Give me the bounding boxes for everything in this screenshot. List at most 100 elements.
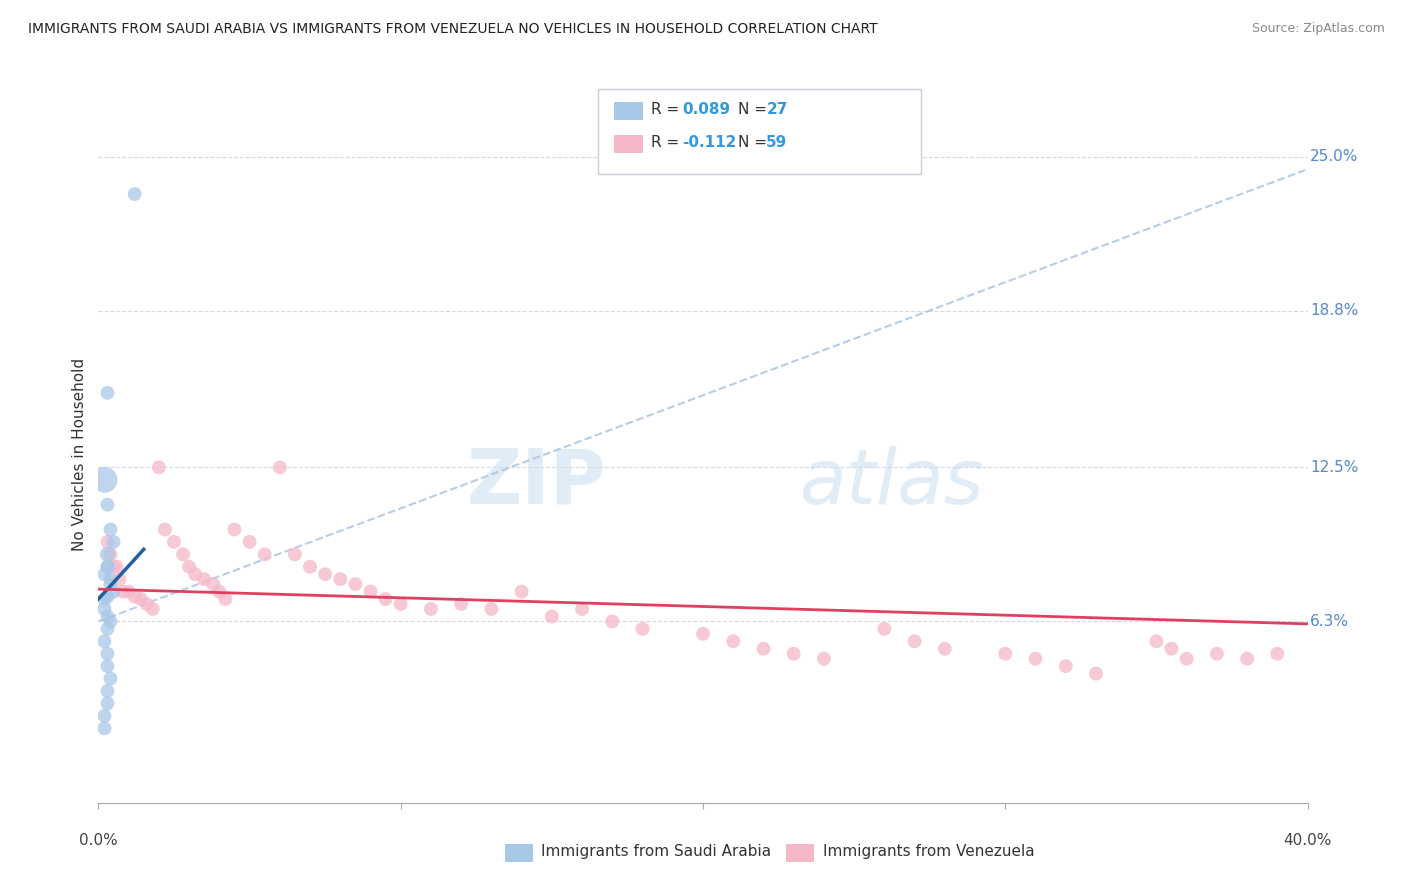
Point [782, 647, 804, 661]
Point [631, 622, 654, 636]
Point [103, 534, 125, 549]
Text: -0.112: -0.112 [682, 136, 737, 150]
Point [1085, 666, 1108, 681]
Point [96, 684, 118, 698]
Text: atlas: atlas [800, 446, 984, 520]
Point [124, 590, 146, 604]
Point [96, 590, 118, 604]
Point [994, 647, 1017, 661]
Point [1265, 647, 1288, 661]
Point [873, 622, 896, 636]
Point [193, 572, 215, 586]
Point [93, 634, 115, 648]
Point [934, 641, 956, 656]
Point [96, 534, 118, 549]
Point [1175, 651, 1198, 665]
Point [253, 547, 276, 561]
Point [177, 559, 201, 574]
Point [100, 572, 122, 586]
Point [135, 597, 157, 611]
Point [419, 602, 441, 616]
Text: 0.089: 0.089 [682, 103, 730, 117]
Point [100, 615, 122, 629]
Text: 40.0%: 40.0% [1284, 832, 1331, 847]
Point [93, 721, 115, 735]
Point [93, 602, 115, 616]
Point [239, 534, 262, 549]
Point [208, 584, 231, 599]
Point [284, 547, 307, 561]
Y-axis label: No Vehicles in Household: No Vehicles in Household [72, 359, 87, 551]
Point [314, 567, 336, 582]
Point [124, 187, 146, 202]
Point [540, 609, 562, 624]
Point [163, 534, 186, 549]
Point [813, 651, 835, 665]
Point [93, 592, 115, 607]
Point [1160, 641, 1182, 656]
Point [1054, 659, 1077, 673]
Point [202, 577, 225, 591]
Point [329, 572, 352, 586]
Point [752, 641, 775, 656]
Text: R =: R = [651, 136, 685, 150]
Point [96, 559, 118, 574]
Point [100, 547, 122, 561]
Point [344, 577, 367, 591]
Point [481, 602, 503, 616]
Point [105, 559, 128, 574]
Point [172, 547, 194, 561]
Point [100, 577, 122, 591]
Text: 12.5%: 12.5% [1310, 460, 1358, 475]
Point [269, 460, 291, 475]
Point [96, 498, 118, 512]
Point [1144, 634, 1167, 648]
Text: 25.0%: 25.0% [1310, 149, 1358, 164]
Point [96, 385, 118, 400]
Point [142, 602, 165, 616]
Point [692, 627, 714, 641]
Point [153, 523, 176, 537]
Point [299, 559, 322, 574]
Point [184, 567, 207, 582]
Point [100, 523, 122, 537]
Point [96, 622, 118, 636]
Point [108, 572, 131, 586]
Point [374, 592, 396, 607]
Point [96, 647, 118, 661]
Point [96, 609, 118, 624]
Point [93, 473, 115, 487]
Text: 0.0%: 0.0% [79, 832, 118, 847]
Point [389, 597, 412, 611]
Point [148, 460, 170, 475]
Point [103, 584, 125, 599]
Point [96, 559, 118, 574]
Text: 27: 27 [766, 103, 787, 117]
Point [96, 659, 118, 673]
Text: N =: N = [738, 136, 772, 150]
Text: 6.3%: 6.3% [1310, 614, 1348, 629]
Text: N =: N = [738, 103, 772, 117]
Point [224, 523, 246, 537]
Point [129, 592, 152, 607]
Point [93, 708, 115, 723]
Point [96, 697, 118, 711]
Point [510, 584, 533, 599]
Point [111, 584, 134, 599]
Text: ZIP: ZIP [467, 446, 606, 520]
Point [904, 634, 927, 648]
Point [360, 584, 382, 599]
Text: R =: R = [651, 103, 685, 117]
Point [571, 602, 593, 616]
Text: 18.8%: 18.8% [1310, 303, 1358, 318]
Text: IMMIGRANTS FROM SAUDI ARABIA VS IMMIGRANTS FROM VENEZUELA NO VEHICLES IN HOUSEHO: IMMIGRANTS FROM SAUDI ARABIA VS IMMIGRAN… [28, 22, 877, 37]
Point [721, 634, 744, 648]
Text: 59: 59 [766, 136, 787, 150]
Text: Immigrants from Venezuela: Immigrants from Venezuela [823, 845, 1035, 859]
Point [1024, 651, 1046, 665]
Point [214, 592, 236, 607]
Point [103, 559, 125, 574]
Text: Source: ZipAtlas.com: Source: ZipAtlas.com [1251, 22, 1385, 36]
Point [602, 615, 624, 629]
Point [100, 672, 122, 686]
